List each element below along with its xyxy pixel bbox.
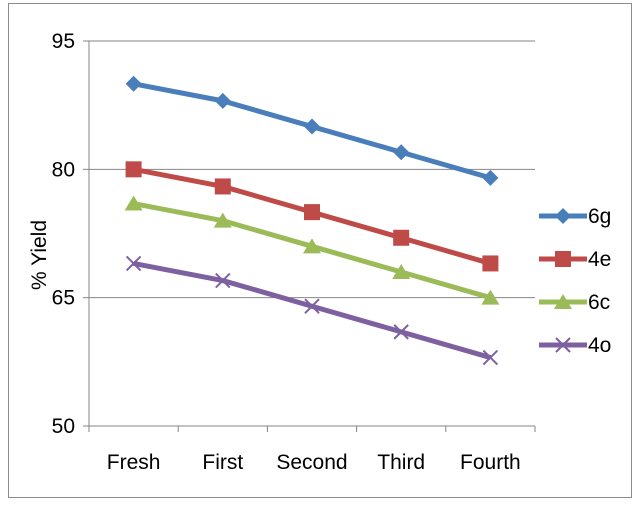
series-6c-point-first — [213, 212, 232, 228]
series-4e-point-third — [393, 229, 410, 246]
legend: 6g 4e 6c 4o — [539, 205, 611, 357]
series-6c — [124, 195, 500, 305]
series-6g-point-second — [304, 118, 320, 135]
series-6c-point-third — [392, 264, 411, 279]
legend-label-4e: 4e — [588, 248, 611, 271]
series-4o-point-second-stroke-b — [304, 298, 320, 314]
series-4o-point-third-stroke-b — [393, 324, 409, 340]
legend-marker-6c — [554, 294, 572, 309]
series-4o-point-third — [393, 324, 409, 340]
series-4e-point-fresh — [125, 161, 142, 178]
legend-item-6c: 6c — [539, 291, 610, 314]
series-6g — [125, 75, 499, 186]
series-4o-point-fourth-stroke-b — [482, 349, 499, 366]
series-4o-point-fresh — [125, 255, 142, 272]
y-tick-label: 65 — [52, 287, 75, 310]
series-6c-point-fresh — [124, 195, 143, 211]
series-4o-point-second — [304, 298, 320, 314]
legend-label-6g: 6g — [588, 205, 611, 228]
legend-item-4e: 4e — [539, 248, 611, 271]
legend-item-4o: 4o — [539, 334, 611, 357]
series-4e-point-second — [304, 204, 320, 221]
series-4e — [125, 161, 499, 272]
y-tick-label: 80 — [52, 158, 75, 181]
series-6g-point-first — [214, 92, 231, 109]
x-tick-label-first: First — [202, 451, 243, 474]
legend-item-6g: 6g — [539, 205, 611, 228]
x-tick-label-second: Second — [276, 451, 347, 474]
legend-marker-4e — [555, 251, 571, 267]
tick-labels: 50 65 80 95 Fresh First Second Third Fourth — [52, 30, 521, 474]
series-6g-point-fresh — [125, 75, 142, 92]
series-4o-point-fresh-stroke-b — [125, 255, 142, 272]
axes — [83, 40, 536, 432]
y-tick-label: 50 — [52, 415, 75, 438]
x-tick-label-fresh: Fresh — [107, 451, 161, 474]
series-6g-point-third — [393, 144, 410, 161]
legend-marker-4o — [555, 337, 571, 353]
legend-label-4o: 4o — [588, 334, 611, 357]
series-4e-point-fourth — [482, 255, 499, 272]
series-4o-point-first-stroke-b — [215, 272, 231, 289]
series-6c-point-fourth — [481, 289, 500, 305]
series-4e-point-first — [214, 178, 231, 195]
legend-label-6c: 6c — [588, 291, 610, 314]
series-4o-line — [133, 260, 492, 360]
y-tick-label: 95 — [52, 30, 75, 53]
series-4o-point-first — [215, 272, 231, 289]
x-tick-label-fourth: Fourth — [460, 451, 521, 474]
y-axis-title: % Yield — [28, 220, 51, 290]
series-4o — [125, 255, 499, 366]
series-layer — [124, 75, 500, 366]
series-4o-point-fourth — [482, 349, 499, 366]
legend-marker-6g — [555, 208, 571, 224]
series-6g-point-fourth — [482, 169, 499, 186]
x-tick-label-third: Third — [377, 451, 425, 474]
series-6c-point-second — [303, 238, 321, 254]
legend-marker-4o-stroke-b — [555, 337, 571, 353]
